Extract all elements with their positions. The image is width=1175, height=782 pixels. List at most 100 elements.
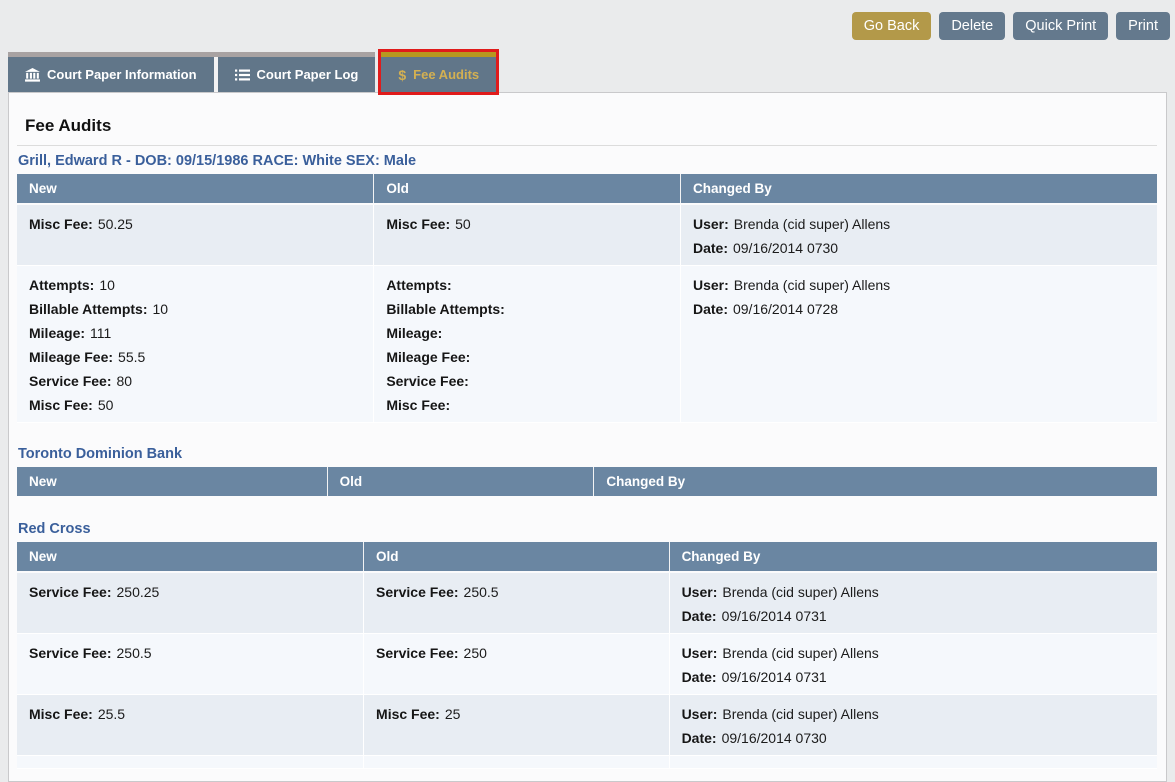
field-label: Mileage Fee: [386, 349, 471, 365]
field-value: 50 [455, 216, 471, 232]
field-value: 50.25 [97, 216, 133, 232]
content-panel: Fee Audits Grill, Edward R - DOB: 09/15/… [8, 92, 1167, 782]
fee-audit-section: Toronto Dominion Bank New Old Changed By [17, 445, 1157, 498]
table-row: Misc Fee: 25.5 Misc Fee: 25 User: Brenda (cid… [17, 694, 1157, 756]
field-label: Service Fee: [29, 373, 112, 389]
field-value: Brenda (cid super) Allens [733, 277, 891, 293]
table-row: Misc Fee: 50.25 Misc Fee: 50 User: Brenda (ci… [17, 204, 1157, 266]
field-label: Misc Fee: [29, 706, 93, 722]
field-value: 09/16/2014 0730 [721, 730, 827, 746]
delete-button[interactable]: Delete [939, 12, 1006, 40]
field: Attempts: [386, 273, 668, 297]
field-value: 55.5 [118, 349, 146, 365]
courthouse-icon [25, 67, 40, 82]
page-title: Fee Audits [25, 116, 112, 135]
tab-court-paper-log[interactable]: Court Paper Log [213, 57, 376, 92]
cell-new: Service Fee: 250.25 [17, 572, 365, 634]
field-label: Misc Fee: [376, 706, 440, 722]
cell-old: Misc Fee: 50 [373, 204, 681, 266]
cell-changed-by: User: Brenda (cid super) Allens Date: 09/16… [669, 694, 1157, 756]
section-heading: Red Cross [18, 521, 91, 537]
field: User: Brenda (cid super) Allens [682, 641, 1145, 665]
tab-court-paper-information[interactable]: Court Paper Information [8, 57, 214, 92]
field: Misc Fee: 50 [29, 393, 361, 417]
cell-changed-by: User: Brenda (cid super) Allens Date: 09/16… [680, 204, 1157, 266]
field-label: Service Fee: [386, 373, 469, 389]
field-label: Date: [692, 301, 728, 317]
field-label: Misc Fee: [386, 216, 451, 232]
field: Service Fee: [386, 369, 668, 393]
field-value: 250 [463, 645, 487, 661]
field-label: Service Fee: [29, 645, 112, 661]
field: Mileage: 111 [29, 321, 361, 345]
field-value: Brenda (cid super) Allens [722, 706, 879, 722]
field: User: Brenda (cid super) Allens [693, 212, 1145, 236]
cell-new [17, 755, 365, 769]
field-label: Date: [681, 608, 717, 624]
field: Misc Fee: 50 [386, 212, 668, 236]
field-label: User: [692, 216, 729, 232]
go-back-button[interactable]: Go Back [851, 12, 932, 40]
column-header: Old [373, 174, 681, 205]
fee-audit-section: Grill, Edward R - DOB: 09/15/1986 RACE: … [17, 152, 1157, 423]
field-label: Date: [692, 240, 728, 256]
field: Date: 09/16/2014 0730 [682, 726, 1145, 750]
section-heading: Grill, Edward R - DOB: 09/15/1986 RACE: … [18, 153, 417, 169]
field-label: User: [681, 584, 718, 600]
field: Service Fee: 250.5 [376, 580, 657, 604]
tab-fee-audits[interactable]: $ Fee Audits [381, 52, 497, 92]
field: Date: 09/16/2014 0730 [693, 236, 1145, 260]
field-label: Misc Fee: [29, 397, 93, 413]
print-button[interactable]: Print [1116, 12, 1170, 40]
field-value: 250.5 [116, 645, 152, 661]
cell-old: Service Fee: 250 [363, 633, 670, 695]
field-label: Mileage: [386, 325, 443, 341]
quick-print-button[interactable]: Quick Print [1013, 12, 1109, 40]
cell-old: Service Fee: 250.5 [363, 572, 670, 634]
inactive-tab-group: Court Paper Information Court Paper Log [8, 52, 376, 92]
field-value: Brenda (cid super) Allens [722, 645, 879, 661]
field-value: 50 [97, 397, 114, 413]
field-value: 09/16/2014 0730 [732, 240, 839, 256]
tab-bar: Court Paper Information Court Paper Log … [8, 49, 500, 95]
fee-audit-section: Red Cross New Old Changed By Service Fee: 250… [17, 520, 1157, 769]
field: Misc Fee: 50.25 [29, 212, 361, 236]
header-row: New Old Changed By [17, 174, 1157, 205]
cell-new: Service Fee: 250.5 [17, 633, 365, 695]
field: Date: 09/16/2014 0731 [682, 665, 1145, 689]
fee-audit-table: New Old Changed By Misc Fee: 50.25 Misc Fee: 5… [17, 174, 1157, 423]
field: Service Fee: 250.5 [29, 641, 351, 665]
field-value: 80 [116, 373, 133, 389]
table-row [17, 755, 1157, 769]
field-value: 09/16/2014 0728 [732, 301, 839, 317]
field: Billable Attempts: [386, 297, 668, 321]
field: User: Brenda (cid super) Allens [682, 580, 1145, 604]
field-label: Mileage Fee: [29, 349, 114, 365]
field-label: Mileage: [29, 325, 86, 341]
header-row: New Old Changed By [17, 467, 1157, 498]
field: Service Fee: 250.25 [29, 580, 351, 604]
tab-label: Court Paper Log [256, 67, 359, 82]
field-label: Misc Fee: [386, 397, 451, 413]
cell-changed-by: User: Brenda (cid super) Allens Date: 09/16… [680, 265, 1157, 423]
field: Misc Fee: 25 [376, 702, 657, 726]
field: Service Fee: 250 [376, 641, 657, 665]
field-label: Service Fee: [376, 645, 459, 661]
field: User: Brenda (cid super) Allens [682, 702, 1145, 726]
column-header: New [17, 174, 375, 205]
dollar-icon: $ [398, 66, 407, 83]
list-icon [234, 69, 250, 81]
field: Service Fee: 80 [29, 369, 361, 393]
field-value: 25 [444, 706, 461, 722]
cell-new: Attempts: 10 Billable Attempts: 10 Mileage: 1… [17, 265, 375, 423]
field-value: 09/16/2014 0731 [721, 669, 827, 685]
field: Misc Fee: 25.5 [29, 702, 351, 726]
field-label: Service Fee: [29, 584, 112, 600]
red-highlight-annotation: $ Fee Audits [378, 49, 500, 95]
field-label: Attempts: [29, 277, 95, 293]
header-row: New Old Changed By [17, 542, 1157, 573]
field-label: User: [681, 645, 718, 661]
field-label: Service Fee: [376, 584, 459, 600]
field-value: 09/16/2014 0731 [721, 608, 827, 624]
field: Mileage Fee: [386, 345, 668, 369]
